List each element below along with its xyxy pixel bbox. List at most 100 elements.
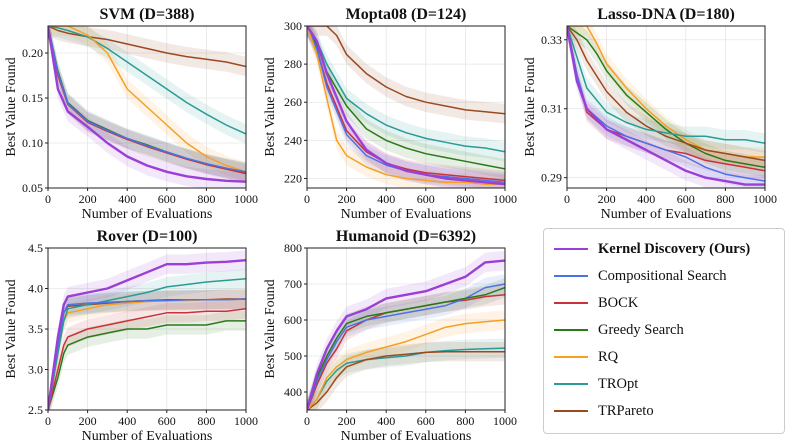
series-line — [48, 26, 246, 68]
series-line — [307, 347, 505, 410]
legend-item: Compositional Search — [554, 264, 726, 288]
y-tick-label: 260 — [284, 95, 302, 109]
x-tick-label: 1000 — [493, 414, 517, 428]
x-tick-label: 600 — [158, 414, 176, 428]
series-line — [567, 26, 765, 144]
legend-label: BOCK — [598, 294, 639, 311]
x-tick-label: 600 — [417, 414, 435, 428]
y-tick-label: 0.15 — [22, 91, 43, 105]
legend-swatch-bock — [554, 302, 588, 304]
series-line — [48, 26, 246, 183]
series-line — [48, 308, 246, 410]
series-line — [48, 320, 246, 410]
series-band — [567, 26, 765, 171]
x-tick-label: 200 — [79, 192, 97, 206]
chart-panel: 0 200 400 600 800 1000 2.5 3.0 3.5 4.0 4.5 Rover (D… — [4, 228, 258, 444]
y-tick-label: 300 — [284, 19, 302, 33]
series-band — [567, 26, 765, 178]
series-line — [567, 26, 765, 169]
x-tick-label: 400 — [637, 192, 655, 206]
plot-area — [48, 250, 246, 410]
axes-frame — [47, 25, 247, 189]
axes-frame — [566, 25, 766, 189]
x-tick-label: 0 — [564, 192, 570, 206]
series-band — [48, 26, 246, 183]
legend-item: TROpt — [554, 372, 638, 396]
y-tick-label: 4.0 — [28, 282, 43, 296]
x-tick-label: 600 — [158, 192, 176, 206]
series-band — [48, 289, 246, 410]
y-tick-label: 4.5 — [28, 241, 43, 255]
series-line — [48, 298, 246, 410]
y-tick-label: 3.0 — [28, 363, 43, 377]
y-tick-label: 0.29 — [541, 171, 562, 185]
series-band — [307, 26, 505, 124]
legend-swatch-trpareto — [554, 410, 588, 412]
x-tick-label: 1000 — [234, 414, 258, 428]
y-tick-label: 0.05 — [22, 181, 43, 195]
y-tick-label: 0.33 — [541, 33, 562, 47]
series-line — [567, 26, 765, 186]
series-line — [307, 26, 505, 186]
series-line — [307, 350, 505, 410]
chart-title: Rover (D=100) — [97, 228, 198, 245]
legend-item: RQ — [554, 345, 618, 369]
series-band — [307, 341, 505, 410]
series-line — [48, 26, 246, 135]
x-tick-label: 800 — [197, 192, 215, 206]
chart-title: Mopta08 (D=124) — [346, 6, 467, 23]
y-tick-label: 220 — [284, 171, 302, 185]
series-band — [307, 26, 505, 188]
legend-label: Kernel Discovery (Ours) — [598, 240, 751, 257]
y-tick-label: 240 — [284, 133, 302, 147]
y-axis-label: Best Value Found — [263, 57, 278, 156]
series-line — [48, 259, 246, 410]
series-line — [307, 26, 505, 185]
x-tick-label: 1000 — [234, 192, 258, 206]
series-band — [567, 26, 765, 188]
series-line — [307, 319, 505, 410]
legend-item: Kernel Discovery (Ours) — [554, 237, 750, 261]
series-line — [307, 26, 505, 115]
series-band — [48, 26, 246, 182]
legend-swatch-tropt — [554, 383, 588, 385]
legend-label: TROpt — [598, 375, 639, 392]
x-tick-label: 0 — [45, 192, 51, 206]
plot-area — [307, 26, 505, 188]
y-axis-label: Best Value Found — [523, 57, 538, 156]
series-band — [307, 250, 505, 410]
x-tick-label: 1000 — [493, 192, 517, 206]
series-line — [48, 26, 246, 173]
x-tick-label: 200 — [338, 192, 356, 206]
x-tick-label: 0 — [304, 192, 310, 206]
y-tick-label: 0.20 — [22, 46, 43, 60]
x-tick-label: 600 — [677, 192, 695, 206]
axes-frame — [306, 247, 506, 411]
x-tick-label: 200 — [338, 414, 356, 428]
series-band — [567, 26, 765, 153]
y-tick-label: 0.31 — [541, 102, 562, 116]
legend-label: Compositional Search — [598, 267, 727, 284]
legend: Kernel Discovery (Ours) Compositional Se… — [543, 228, 785, 434]
series-band — [567, 26, 765, 181]
x-tick-label: 800 — [197, 414, 215, 428]
series-band — [48, 289, 246, 410]
series-band — [307, 277, 505, 410]
series-band — [307, 285, 505, 410]
x-tick-label: 400 — [118, 414, 136, 428]
chart-panel: 0 200 400 600 800 1000 0.29 0.31 0.33 Lasso-DNA (… — [523, 6, 777, 222]
plot-area — [307, 250, 505, 410]
series-band — [567, 26, 765, 188]
series-band — [307, 26, 505, 188]
legend-swatch-rq — [554, 356, 588, 358]
series-line — [307, 286, 505, 410]
chart-panel: 0 200 400 600 800 1000 0.05 0.10 0.15 0.20 SVM (D=… — [4, 6, 258, 222]
chart-panel: 0 200 400 600 800 1000 220 240 260 280 300 Mopta08 … — [263, 6, 517, 222]
series-band — [567, 26, 765, 167]
x-tick-label: 0 — [304, 414, 310, 428]
x-axis-label: Number of Evaluations — [82, 429, 213, 444]
y-tick-label: 600 — [284, 313, 302, 327]
y-tick-label: 500 — [284, 349, 302, 363]
chart-title: SVM (D=388) — [100, 6, 195, 23]
